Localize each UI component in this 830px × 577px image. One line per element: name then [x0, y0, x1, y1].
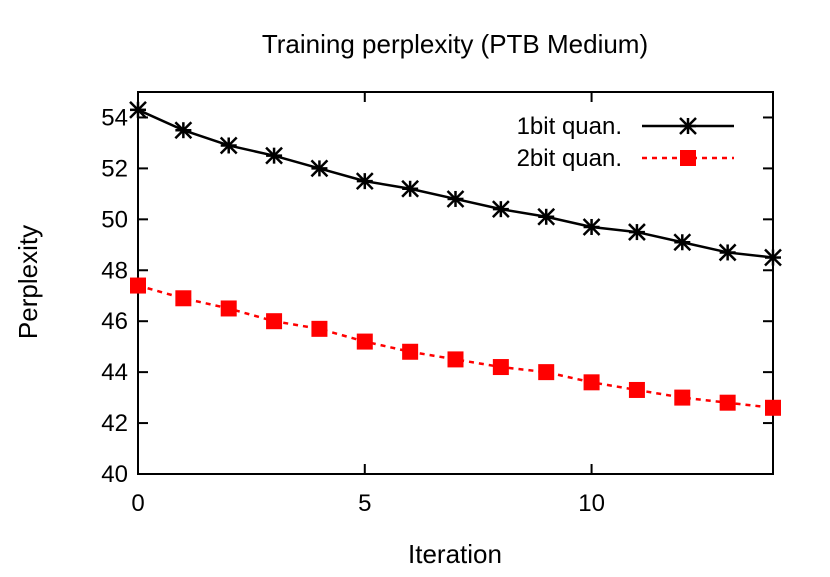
- series-line-2: [137, 284, 774, 410]
- data-point-series-1: [537, 207, 556, 226]
- data-point-series-1: [491, 200, 510, 219]
- data-point-series-2: [538, 364, 555, 381]
- data-point-series-2: [492, 359, 509, 376]
- plot-area: 40 42 44 46 48 50 52 54 0 5 10: [101, 91, 782, 517]
- y-tick-label: 48: [101, 257, 128, 284]
- data-point-series-1: [174, 121, 193, 140]
- data-point-series-1: [718, 243, 737, 262]
- data-point-series-1: [401, 179, 420, 198]
- data-point-series-1: [355, 172, 374, 191]
- y-tick-label: 54: [101, 104, 128, 131]
- y-tick-label: 46: [101, 308, 128, 335]
- x-tick-label: 10: [578, 490, 605, 517]
- y-axis-title: Perplexity: [13, 225, 43, 339]
- data-point-series-2: [130, 277, 146, 294]
- x-tick-label: 0: [131, 490, 144, 517]
- series-line-1: [137, 108, 774, 259]
- data-point-series-2: [266, 313, 283, 330]
- data-point-series-2: [356, 333, 373, 350]
- data-point-series-2: [674, 389, 691, 406]
- y-tick-label: 52: [101, 155, 128, 182]
- x-axis-title: Iteration: [408, 539, 502, 569]
- data-point-series-2: [402, 343, 419, 360]
- data-point-series-1: [582, 218, 601, 236]
- data-point-series-2: [175, 290, 192, 307]
- legend-marker-2: [680, 150, 696, 166]
- data-point-series-1: [219, 136, 238, 155]
- y-tick-label: 50: [101, 206, 128, 233]
- legend: 1bit quan. 2bit quan.: [517, 113, 734, 172]
- data-point-series-1: [265, 146, 283, 165]
- data-point-series-1: [673, 233, 692, 252]
- chart-title: Training perplexity (PTB Medium): [262, 29, 648, 59]
- data-point-series-2: [765, 399, 781, 416]
- data-point-series-2: [447, 351, 464, 368]
- data-point-series-2: [220, 300, 237, 317]
- data-point-series-1: [446, 190, 465, 208]
- data-point-series-2: [628, 381, 645, 398]
- legend-marker-1: [679, 117, 697, 135]
- data-point-series-1: [628, 223, 646, 241]
- data-point-series-1: [310, 159, 329, 178]
- data-point-series-1: [129, 100, 147, 119]
- data-point-series-2: [719, 394, 736, 411]
- legend-label-1: 1bit quan.: [517, 113, 622, 140]
- legend-label-2: 2bit quan.: [517, 145, 622, 172]
- data-point-series-2: [583, 374, 600, 391]
- data-point-series-2: [311, 320, 328, 337]
- y-tick-label: 42: [101, 410, 128, 437]
- y-tick-label: 40: [101, 461, 128, 488]
- x-tick-label: 5: [358, 490, 371, 517]
- data-point-series-1: [764, 248, 782, 267]
- y-tick-label: 44: [101, 359, 128, 386]
